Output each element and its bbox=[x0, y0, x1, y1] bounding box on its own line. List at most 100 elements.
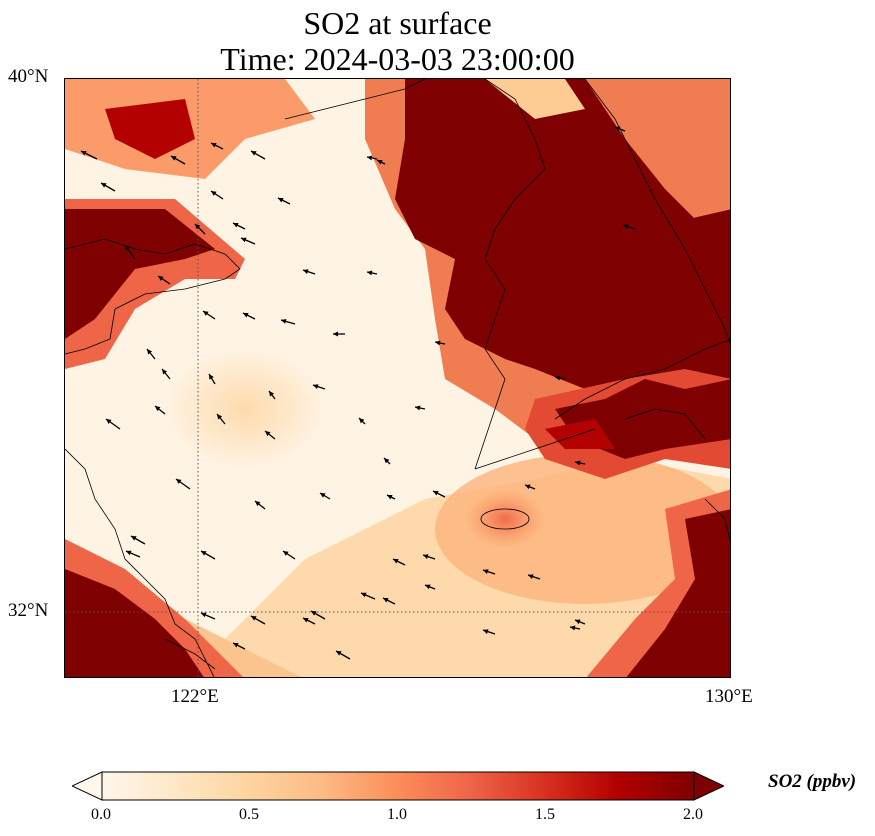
wind-arrow-head bbox=[311, 611, 317, 616]
wind-arrow-head bbox=[158, 276, 164, 281]
wind-arrow-head bbox=[336, 651, 342, 656]
colorbar-tick: 0.0 bbox=[91, 806, 111, 823]
wind-arrow-head bbox=[155, 406, 161, 412]
coastline-japan bbox=[554, 339, 730, 420]
colorbar-tick: 1.5 bbox=[535, 806, 555, 823]
field-sw-core bbox=[65, 569, 204, 677]
wind-arrow-head bbox=[359, 418, 365, 424]
wind-arrow-head bbox=[131, 536, 137, 541]
coastline-korea-west bbox=[474, 79, 546, 470]
wind-arrow-head bbox=[265, 431, 271, 437]
field-top-right-pale bbox=[485, 79, 585, 119]
wind-arrow-head bbox=[361, 592, 367, 598]
wind-arrow-head bbox=[147, 349, 153, 355]
gridlines bbox=[65, 79, 730, 677]
wind-arrow-head bbox=[433, 491, 439, 496]
wind-arrow-head bbox=[251, 151, 257, 156]
wind-arrow-head bbox=[575, 619, 581, 625]
chart-title: SO2 at surface bbox=[303, 5, 492, 41]
wind-arrow-head bbox=[320, 493, 326, 498]
wind-arrow-head bbox=[278, 198, 284, 203]
wind-arrow-head bbox=[269, 391, 274, 397]
wind-arrow-head bbox=[211, 143, 217, 148]
wind-arrow-head bbox=[435, 340, 441, 346]
wind-arrow-head bbox=[201, 612, 207, 618]
wind-arrow-head bbox=[176, 479, 182, 484]
colorbar-tick: 2.0 bbox=[683, 806, 703, 823]
wind-arrow-head bbox=[615, 126, 621, 132]
wind-arrow-head bbox=[393, 559, 399, 564]
wind-arrow-head bbox=[415, 405, 421, 411]
wind-arrow-head bbox=[106, 419, 112, 424]
wind-arrow-head bbox=[281, 318, 287, 324]
field-ne-core-east bbox=[625, 209, 730, 399]
coastline-liaoning bbox=[284, 79, 426, 120]
field-central-patch bbox=[165, 349, 325, 469]
wind-arrow-head bbox=[425, 584, 431, 590]
field-north-core bbox=[105, 99, 195, 159]
wind-arrow-head bbox=[333, 331, 338, 337]
colorbar-tick: 1.0 bbox=[387, 806, 407, 823]
field-west-core bbox=[65, 209, 215, 339]
wind-arrow-head bbox=[211, 191, 217, 196]
wind-arrow-head bbox=[101, 183, 107, 188]
field-jeju-patch bbox=[465, 489, 545, 549]
wind-arrow-head bbox=[81, 151, 87, 156]
colorbar bbox=[72, 771, 724, 801]
wind-arrow-head bbox=[367, 270, 373, 276]
wind-arrow-head bbox=[383, 598, 389, 603]
coastlines bbox=[65, 79, 730, 677]
wind-arrow-head bbox=[217, 414, 223, 420]
colorbar-extend-max bbox=[693, 771, 724, 801]
wind-arrow-head bbox=[623, 224, 629, 229]
wind-arrow-head bbox=[384, 458, 390, 464]
field-se-core bbox=[626, 509, 730, 677]
wind-arrow-head bbox=[575, 460, 581, 466]
lon-tick-130: 130°E bbox=[705, 686, 753, 707]
colorbar-extend-min bbox=[72, 771, 103, 801]
wind-arrow-head bbox=[203, 311, 209, 316]
colorbar-gradient bbox=[101, 771, 695, 801]
so2-field-map bbox=[65, 79, 730, 677]
wind-arrow-head bbox=[195, 224, 201, 230]
wind-arrow-head bbox=[303, 618, 309, 623]
wind-arrow-head bbox=[209, 374, 214, 380]
wind-arrow-head bbox=[233, 223, 239, 228]
wind-arrow-head bbox=[377, 160, 383, 165]
wind-arrow-head bbox=[233, 643, 239, 648]
coastline-shandong bbox=[65, 238, 241, 355]
lat-tick-32: 32°N bbox=[8, 600, 49, 621]
wind-arrow-head bbox=[171, 156, 177, 161]
colorbar-tick: 0.5 bbox=[239, 806, 259, 823]
wind-arrow-head bbox=[483, 629, 489, 634]
wind-arrow-head bbox=[525, 484, 531, 490]
coastline-japan-south bbox=[704, 498, 730, 543]
lat-tick-40: 40°N bbox=[8, 66, 49, 87]
wind-arrow-head bbox=[387, 495, 393, 500]
coastline-china-east bbox=[65, 448, 215, 677]
wind-arrow-head bbox=[483, 569, 489, 574]
wind-arrow-head bbox=[423, 554, 429, 559]
chart-subtitle-time: Time: 2024-03-03 23:00:00 bbox=[220, 41, 575, 77]
colorbar-label: SO2 (ppbv) bbox=[768, 771, 857, 792]
wind-arrow-head bbox=[555, 375, 561, 381]
coastline-korea-south bbox=[474, 428, 596, 470]
wind-arrow-head bbox=[201, 551, 207, 556]
wind-vectors bbox=[80, 126, 636, 660]
wind-arrow-head bbox=[241, 237, 247, 243]
map-panel bbox=[64, 78, 731, 678]
wind-arrow-head bbox=[367, 155, 373, 161]
wind-arrow-head bbox=[251, 616, 257, 621]
lon-tick-122: 122°E bbox=[171, 686, 219, 707]
wind-arrow-head bbox=[243, 313, 249, 318]
coastline-korea-east bbox=[584, 79, 730, 345]
coastline-kyushu bbox=[624, 408, 706, 440]
wind-arrow-head bbox=[528, 574, 534, 579]
wind-arrow-head bbox=[313, 384, 319, 389]
wind-arrow-head bbox=[303, 269, 309, 274]
coastline-jeju bbox=[480, 508, 530, 530]
wind-arrow-head bbox=[283, 551, 289, 556]
wind-arrow-head bbox=[570, 625, 576, 631]
wind-arrow-head bbox=[162, 369, 168, 375]
wind-arrow-head bbox=[126, 550, 132, 556]
